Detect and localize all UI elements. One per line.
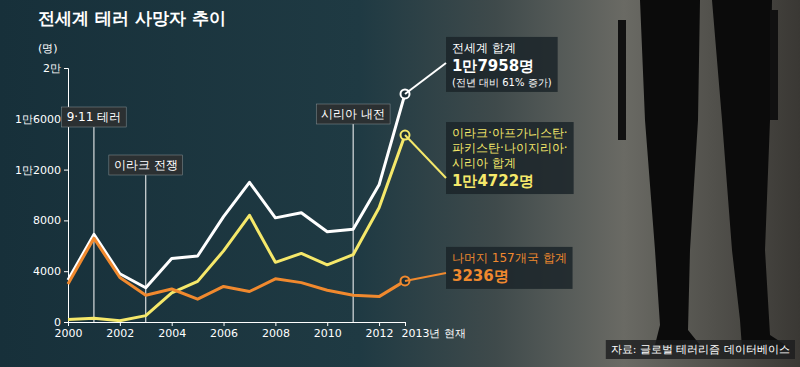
event-label-box (109, 155, 183, 175)
tick: 2008 (262, 322, 290, 340)
x-axis: 2000 2002 2004 2006 2008 2010 2012 2013년 현재 (55, 322, 467, 340)
label-box (446, 247, 573, 289)
tick-mark (120, 322, 121, 326)
series-name-line: 전세계 합계 (452, 41, 516, 55)
series-name: 나머지 157개국 합계 (452, 251, 567, 265)
tick-label: 2만 (43, 62, 61, 75)
series-line (68, 238, 405, 299)
chart: 전세계 테러 사망자 추이(명)0400080001만20001만60002만2… (0, 0, 800, 367)
tick-label: 1만6000 (15, 113, 61, 126)
title: 전세계 테러 사망자 추이 (38, 8, 226, 28)
source: 자료: 글로벌 테러리즘 데이터베이스 (611, 343, 790, 356)
tick-mark (64, 170, 68, 171)
series-name: 전세계 합계 (452, 41, 516, 55)
tick-mark (224, 322, 225, 326)
event: 이라크 전쟁 (109, 155, 183, 322)
tick-label: 2013년 현재 (402, 327, 467, 340)
tick: 2000 (55, 322, 83, 340)
leader-line (405, 63, 446, 94)
event-label-box (316, 104, 390, 124)
tick: 2004 (158, 322, 186, 340)
tick-mark (379, 322, 380, 326)
series-label: 전세계 합계 1만7958명 (전년 대비 61% 증가) (405, 37, 558, 94)
tick-label: 2000 (55, 327, 83, 340)
tick: 2002 (106, 322, 134, 340)
data-label: 3236명 (452, 267, 509, 285)
tick-mark (68, 322, 69, 326)
tick: 1만2000 (15, 164, 68, 177)
event-label-box (62, 107, 127, 127)
axis-line (64, 69, 69, 323)
source-box (606, 340, 795, 359)
leader-line (405, 135, 446, 178)
event-line (145, 175, 146, 322)
tick: 2012 (366, 322, 394, 340)
label-box (446, 122, 574, 194)
y-axis: 0400080001만20001만60002만 (15, 62, 69, 329)
series-line (68, 135, 405, 321)
tick-label: 2006 (210, 327, 238, 340)
event-label: 9·11 테러 (67, 110, 122, 124)
series-name: 이라크·아프가니스탄·파키스탄·나이지리아·시리아 합계 (452, 126, 568, 170)
photo-silhouette (618, 0, 790, 348)
event: 9·11 테러 (62, 107, 127, 322)
leader-line (405, 273, 446, 281)
silhouette-leg (712, 0, 790, 348)
tick: 2013년 현재 (402, 322, 467, 340)
event-line (93, 127, 94, 322)
series-name-line: 파키스탄·나이지리아· (452, 141, 568, 155)
tick-mark (172, 322, 173, 326)
axis-line (69, 323, 406, 327)
tick-mark (405, 322, 406, 326)
silhouette-rifle (770, 10, 778, 120)
series-labels: 전세계 합계 1만7958명 (전년 대비 61% 증가) 이라크·아프가니스탄·파키… (405, 37, 574, 289)
tick: 2만 (43, 62, 68, 75)
tick-mark (64, 68, 68, 69)
tick: 4000 (33, 265, 68, 278)
event-label: 이라크 전쟁 (114, 158, 178, 172)
series-name-line: 나머지 157개국 합계 (452, 251, 567, 265)
tick: 2010 (314, 322, 342, 340)
tick: 1만6000 (15, 113, 68, 126)
event-line (353, 124, 354, 322)
tick-label: 2004 (158, 327, 186, 340)
tick: 8000 (33, 214, 68, 227)
data-label: 1만4722명 (452, 172, 534, 190)
tick-label: 2002 (106, 327, 134, 340)
series-label: 이라크·아프가니스탄·파키스탄·나이지리아·시리아 합계 1만4722명 (405, 122, 574, 194)
note: (전년 대비 61% 증가) (452, 77, 552, 88)
series-name-line: 이라크·아프가니스탄· (452, 126, 568, 140)
tick-mark (64, 322, 68, 323)
data-label: 1만7958명 (452, 57, 534, 75)
tick-label: 2008 (262, 327, 290, 340)
plot-marks (68, 89, 410, 320)
tick-label: 1만2000 (15, 164, 61, 177)
background (0, 0, 800, 367)
tick-label: 4000 (33, 265, 61, 278)
tick-mark (64, 271, 68, 272)
series-name-line: 시리아 합계 (452, 156, 516, 170)
silhouette-rifle (618, 20, 626, 140)
tick-mark (327, 322, 328, 326)
series-label: 나머지 157개국 합계 3236명 (405, 247, 573, 289)
event-label: 시리아 내전 (321, 107, 385, 121)
tick-mark (275, 322, 276, 326)
tick-mark (64, 220, 68, 221)
silhouette-leg (640, 0, 700, 345)
tick-label: 8000 (33, 214, 61, 227)
axis-title: (명) (38, 42, 58, 55)
series-line (68, 94, 405, 288)
tick-label: 2010 (314, 327, 342, 340)
tick: 2006 (210, 322, 238, 340)
tick-label: 2012 (366, 327, 394, 340)
label-box (446, 37, 558, 92)
